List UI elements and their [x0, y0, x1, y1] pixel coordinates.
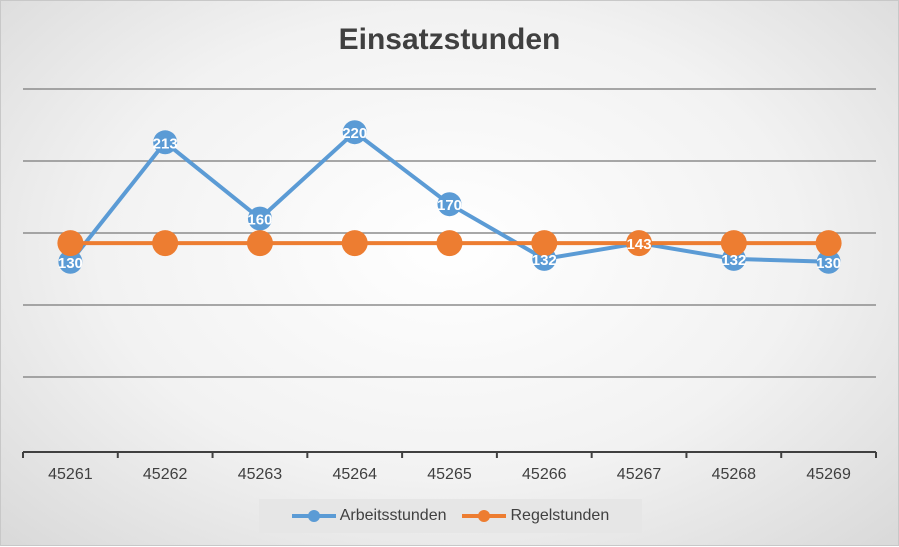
series-point-arbeitsstunden-3	[342, 120, 367, 145]
series-point-regelstunden-6	[626, 230, 653, 257]
legend-marker-regelstunden	[462, 510, 507, 522]
data-label-arbeitsstunden-2: 160	[247, 212, 272, 229]
x-tick-label-45265: 45265	[427, 466, 472, 483]
series-point-regelstunden-2	[246, 230, 273, 257]
data-label-arbeitsstunden-3: 220	[342, 125, 367, 142]
series-point-regelstunden-7	[720, 230, 747, 257]
series-point-regelstunden-3	[341, 230, 368, 257]
x-tick-label-45267: 45267	[617, 466, 662, 483]
x-tick-label-45268: 45268	[712, 466, 757, 483]
chart-title: Einsatzstunden	[338, 23, 561, 56]
x-tick-label-45266: 45266	[522, 466, 567, 483]
data-label-arbeitsstunden-7: 132	[721, 252, 746, 269]
x-tick-label-45263: 45263	[238, 466, 283, 483]
series-point-regelstunden-8	[815, 230, 842, 257]
series-point-regelstunden-1	[152, 230, 179, 257]
series-point-arbeitsstunden-8	[816, 249, 841, 274]
data-label-arbeitsstunden-8: 130	[816, 255, 841, 272]
legend-item-arbeitsstunden: Arbeitsstunden	[291, 507, 447, 525]
series-point-regelstunden-0	[57, 230, 84, 257]
legend: Arbeitsstunden Regelstunden	[259, 499, 642, 533]
data-label-arbeitsstunden-5: 132	[532, 252, 557, 269]
data-label-arbeitsstunden-4: 170	[437, 197, 462, 214]
data-label-arbeitsstunden-6: 143	[627, 236, 652, 253]
data-label-arbeitsstunden-0: 130	[58, 255, 83, 272]
series-point-arbeitsstunden-1	[153, 130, 178, 155]
legend-marker-arbeitsstunden	[291, 510, 336, 522]
x-tick-label-45261: 45261	[48, 466, 93, 483]
series-point-regelstunden-4	[436, 230, 463, 257]
x-tick-label-45264: 45264	[332, 466, 377, 483]
x-tick-label-45269: 45269	[806, 466, 851, 483]
series-point-regelstunden-5	[531, 230, 558, 257]
series-point-arbeitsstunden-0	[58, 249, 83, 274]
legend-label-arbeitsstunden: Arbeitsstunden	[339, 507, 447, 524]
data-label-arbeitsstunden-1: 213	[153, 135, 178, 152]
legend-label-regelstunden: Regelstunden	[510, 507, 610, 524]
series-point-arbeitsstunden-2	[247, 206, 272, 231]
x-tick-label-45262: 45262	[143, 466, 188, 483]
legend-item-regelstunden: Regelstunden	[462, 507, 609, 525]
series-point-arbeitsstunden-4	[437, 192, 462, 217]
